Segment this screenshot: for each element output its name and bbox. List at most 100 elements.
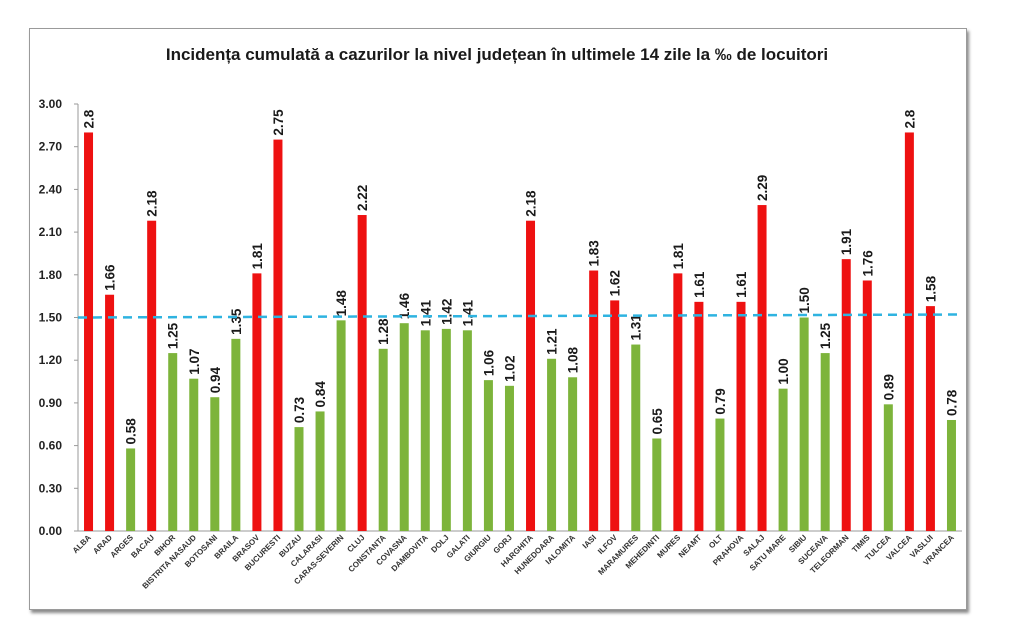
bar <box>210 397 220 531</box>
data-label: 1.61 <box>692 271 707 298</box>
bar <box>694 301 704 531</box>
data-label: 2.29 <box>755 175 770 201</box>
y-tick-label: 2.40 <box>39 182 63 196</box>
y-tick-label: 0.60 <box>39 439 63 453</box>
bar <box>126 448 136 531</box>
data-label: 0.65 <box>650 408 665 435</box>
y-tick-label: 0.00 <box>39 524 63 538</box>
bar <box>231 338 241 531</box>
bar <box>294 427 304 531</box>
data-label: 2.75 <box>271 109 286 136</box>
data-label: 1.06 <box>481 349 496 376</box>
data-label: 2.18 <box>524 190 539 217</box>
bar <box>315 411 325 531</box>
chart-title: Incidența cumulată a cazurilor la nivel … <box>166 45 828 64</box>
y-tick-label: 1.20 <box>39 353 63 367</box>
bar <box>610 300 620 531</box>
data-label: 0.79 <box>713 388 728 414</box>
x-tick-label: IASI <box>581 533 598 550</box>
bar <box>883 404 893 531</box>
data-label: 0.89 <box>881 374 896 400</box>
y-tick-label: 2.70 <box>39 140 63 154</box>
data-label: 2.8 <box>902 109 917 128</box>
bar <box>673 273 683 531</box>
data-labels: 2.8 1.66 0.58 2.18 1.25 1.07 0.94 1.35 1.81 2.75 0… <box>82 109 960 445</box>
bar <box>946 419 956 531</box>
bar <box>504 385 514 531</box>
bar <box>841 259 851 531</box>
chart-frame <box>29 28 967 610</box>
bar <box>799 317 809 531</box>
data-label: 1.66 <box>103 264 118 291</box>
x-tick-label: ALBA <box>71 533 93 555</box>
bar <box>462 330 472 531</box>
data-label: 1.81 <box>250 243 265 270</box>
bar <box>168 353 178 531</box>
bar <box>757 205 767 531</box>
bars <box>84 132 956 532</box>
data-label: 1.25 <box>166 322 181 349</box>
bar <box>652 438 662 531</box>
data-label: 1.76 <box>860 250 875 277</box>
bar <box>273 139 283 532</box>
data-label: 1.28 <box>376 318 391 345</box>
data-label: 2.8 <box>82 109 97 128</box>
bar <box>547 358 557 531</box>
bar <box>252 273 262 531</box>
bar <box>336 320 346 531</box>
bar <box>189 378 199 531</box>
data-label: 1.35 <box>229 308 244 335</box>
data-label: 0.78 <box>944 389 959 416</box>
bar <box>589 270 599 531</box>
bar <box>357 215 367 531</box>
bar <box>420 330 430 531</box>
data-label: 1.21 <box>545 328 560 355</box>
y-tick-label: 2.10 <box>39 225 63 239</box>
bar <box>378 348 388 531</box>
data-label: 2.22 <box>355 185 370 211</box>
bar <box>483 380 493 531</box>
data-label: 0.84 <box>313 381 328 408</box>
bar <box>736 301 746 531</box>
bar <box>820 353 830 531</box>
data-label: 1.46 <box>397 292 412 319</box>
bar <box>526 220 536 532</box>
data-label: 1.08 <box>566 347 581 374</box>
y-tick-label: 0.90 <box>39 396 63 410</box>
data-label: 1.50 <box>797 287 812 313</box>
y-tick-label: 1.80 <box>39 268 63 282</box>
data-label: 1.58 <box>923 275 938 302</box>
y-tick-label: 3.00 <box>39 97 63 111</box>
bar <box>862 280 872 531</box>
bar <box>925 306 935 531</box>
data-label: 1.48 <box>334 290 349 317</box>
data-label: 0.73 <box>292 396 307 423</box>
y-tick-label: 0.30 <box>39 481 63 495</box>
data-label: 1.07 <box>187 348 202 374</box>
bar <box>631 344 641 531</box>
data-label: 1.31 <box>629 314 644 341</box>
data-label: 1.62 <box>608 270 623 296</box>
data-label: 1.25 <box>818 322 833 349</box>
bar <box>441 328 451 531</box>
y-tick-label: 1.50 <box>39 311 63 325</box>
data-label: 1.00 <box>776 358 791 384</box>
bar <box>778 388 788 531</box>
data-label: 1.91 <box>839 228 854 255</box>
threshold-line <box>77 313 963 319</box>
data-label: 1.41 <box>460 300 475 327</box>
bar <box>904 132 914 531</box>
data-label: 1.41 <box>418 300 433 327</box>
data-label: 2.18 <box>145 190 160 217</box>
x-tick-label: OLT <box>707 533 724 550</box>
y-axis-ticks: 0.00 0.30 0.60 0.90 1.20 1.50 1.80 2.10 2.40 2.70… <box>39 97 78 538</box>
bar <box>147 220 157 532</box>
data-label: 1.61 <box>734 271 749 298</box>
bar <box>399 323 409 531</box>
data-label: 0.58 <box>124 418 139 445</box>
x-tick-label: BACAU <box>129 533 156 560</box>
bar <box>84 132 94 531</box>
data-label: 0.94 <box>208 366 223 393</box>
bar <box>105 294 115 531</box>
